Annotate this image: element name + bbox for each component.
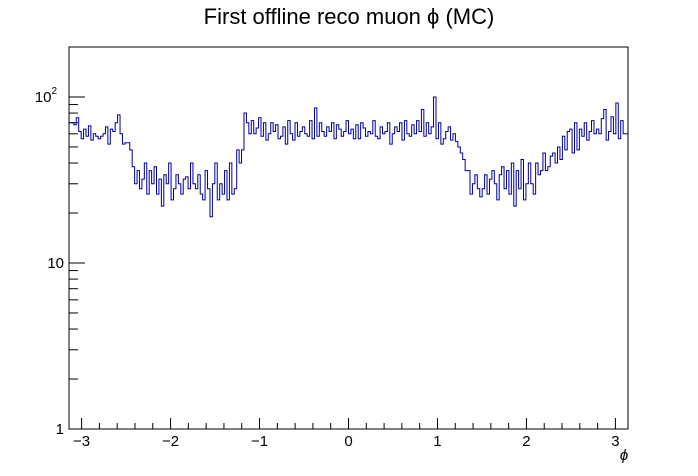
y-tick-label: 102 [35,86,58,106]
histogram-series-line [69,96,628,218]
x-tick-labels: −3 −2 −1 0 1 2 3 [73,433,620,450]
x-tick-label: 2 [522,433,530,450]
y-tick-label: 1 [56,421,64,438]
plot-frame [68,46,629,430]
x-tick-label: 0 [344,433,352,450]
x-tick-label: 1 [433,433,441,450]
y-tick-label: 10 [47,255,64,272]
x-axis-label: ϕ [620,447,628,464]
x-tick-label: −1 [251,433,268,450]
x-tick-label: −2 [162,433,179,450]
x-tick-label: 3 [611,433,619,450]
y-tick-labels: 1 10 102 [35,86,64,438]
y-axis-ticks [69,46,85,430]
x-tick-label: −3 [73,433,90,450]
chart-title: First offline reco muon ϕ (MC) [203,4,495,29]
x-axis-ticks [81,418,616,429]
